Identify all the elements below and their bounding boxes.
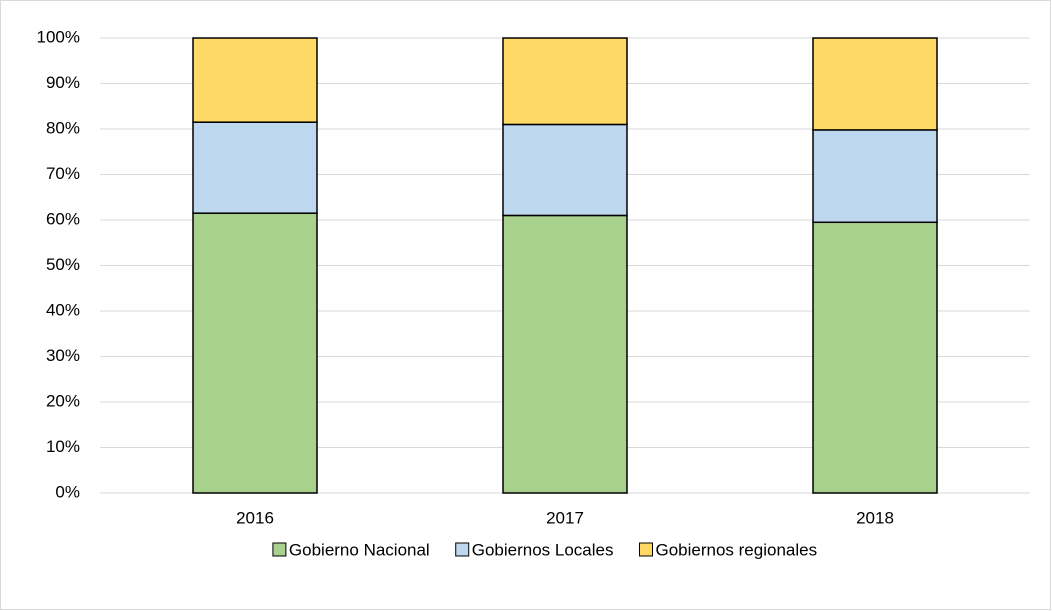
bar-segment: [192, 121, 318, 214]
y-tick-label: 50%: [46, 255, 80, 274]
legend-swatch: [638, 542, 653, 557]
bar-segment: [192, 37, 318, 123]
y-tick-label: 80%: [46, 118, 80, 137]
bar-segment: [812, 37, 938, 131]
y-tick-label: 30%: [46, 346, 80, 365]
y-tick-label: 70%: [46, 164, 80, 183]
y-tick-label: 0%: [55, 482, 80, 501]
y-tick-label: 100%: [37, 27, 80, 46]
x-tick-label: 2018: [856, 508, 894, 527]
legend-label: Gobiernos Locales: [472, 540, 614, 559]
legend-swatch: [455, 542, 470, 557]
bar-segment: [812, 129, 938, 224]
y-tick-label: 60%: [46, 209, 80, 228]
y-tick-label: 20%: [46, 391, 80, 410]
x-tick-label: 2016: [236, 508, 274, 527]
legend-label: Gobierno Nacional: [289, 540, 430, 559]
y-tick-label: 10%: [46, 437, 80, 456]
y-tick-label: 90%: [46, 73, 80, 92]
bar-segment: [502, 123, 628, 217]
bar-segment: [502, 37, 628, 126]
legend-swatch: [272, 542, 287, 557]
y-tick-label: 40%: [46, 300, 80, 319]
bar-segment: [502, 214, 628, 494]
x-tick-label: 2017: [546, 508, 584, 527]
bar-segment: [812, 221, 938, 494]
legend-label: Gobiernos regionales: [655, 540, 817, 559]
bar-segment: [192, 212, 318, 494]
